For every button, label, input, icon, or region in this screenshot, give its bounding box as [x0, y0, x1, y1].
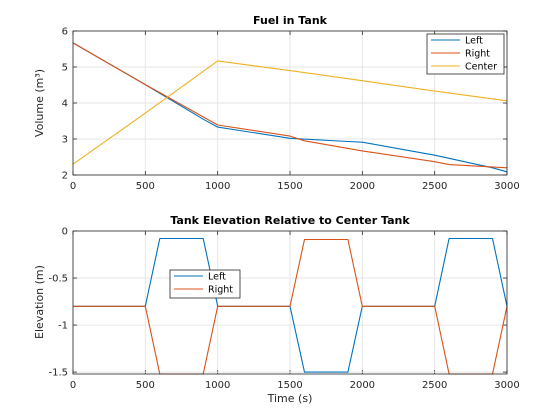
x-tick-label: 2000: [350, 380, 375, 391]
series-line-left: [72, 42, 508, 173]
series-line-center: [72, 60, 508, 165]
x-tick-label: 1000: [205, 380, 230, 391]
x-tick-label: 1000: [205, 181, 230, 192]
x-axis-label: Time (s): [267, 392, 313, 405]
legend: Left Right: [169, 269, 241, 299]
y-tick-label: 3: [62, 135, 68, 146]
legend-label-left: Left: [465, 36, 483, 47]
legend-box: [426, 33, 505, 75]
y-tick-label: -0.5: [48, 274, 68, 285]
x-tick-label: 2000: [350, 181, 375, 192]
x-tick-label: 500: [136, 380, 155, 391]
y-tick-label: 6: [62, 27, 68, 38]
chart-1: 0 500 1000 1500 2000 2500 3000 2 3 4 5 6 Fuel in Tan…: [33, 14, 520, 192]
x-tick-label: 1500: [277, 380, 302, 391]
chart-title: Tank Elevation Relative to Center Tank: [170, 214, 410, 227]
x-tick-label: 2500: [422, 181, 447, 192]
legend-box: [169, 269, 241, 299]
chart-title: Fuel in Tank: [253, 14, 328, 27]
legend-label-center: Center: [465, 62, 497, 73]
y-tick-label: 0: [62, 227, 68, 238]
y-tick-label: 5: [62, 63, 68, 74]
y-tick-label: -1: [58, 321, 68, 332]
chart-2: 0 500 1000 1500 2000 2500 3000 -1.5 -1 -0.5 0 Tank …: [33, 214, 520, 405]
y-tick-label: -1.5: [48, 368, 68, 379]
axes-frame: [72, 30, 508, 176]
axes-frame: [72, 230, 508, 375]
x-tick-label: 0: [70, 181, 76, 192]
legend: Left Right Center: [426, 33, 505, 75]
y-axis-label: Elevation (m): [33, 265, 46, 339]
y-tick-label: 2: [62, 171, 68, 182]
x-tick-label: 3000: [494, 380, 519, 391]
legend-label-right: Right: [208, 285, 233, 296]
x-tick-label: 1500: [277, 181, 302, 192]
legend-label-right: Right: [465, 49, 490, 60]
x-tick-label: 2500: [422, 380, 447, 391]
x-tick-label: 3000: [494, 181, 519, 192]
x-tick-label: 0: [70, 380, 76, 391]
y-tick-label: 4: [62, 99, 68, 110]
y-axis-label: Volume (m³): [33, 69, 46, 137]
legend-label-left: Left: [208, 272, 226, 283]
x-tick-label: 500: [136, 181, 155, 192]
series-line-right: [72, 42, 508, 169]
series-line-left: [73, 237, 508, 373]
